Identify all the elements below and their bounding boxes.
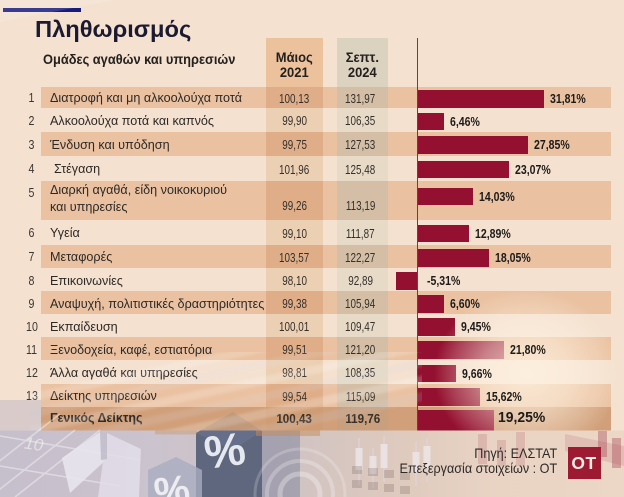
svg-text:%: % (152, 467, 193, 497)
svg-text:10: 10 (23, 434, 45, 456)
